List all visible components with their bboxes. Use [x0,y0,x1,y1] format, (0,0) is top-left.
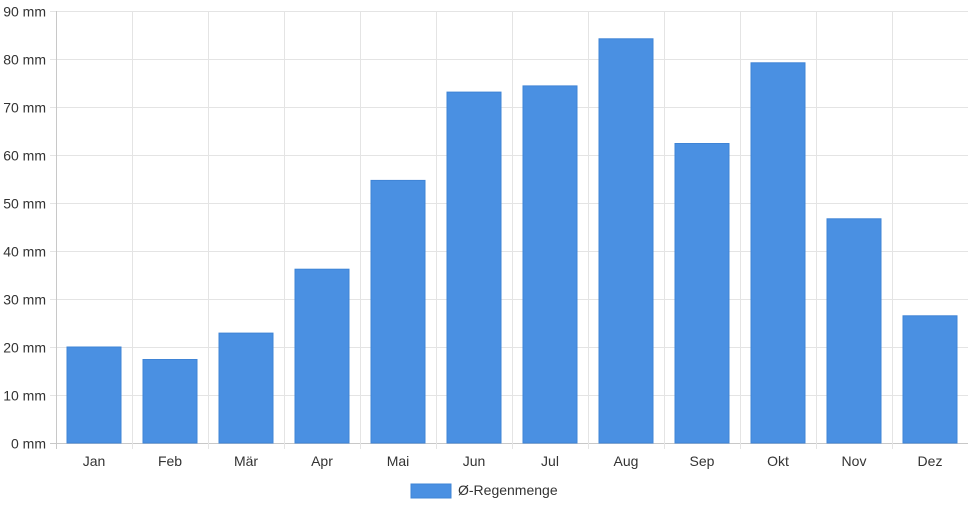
x-tick-label: Apr [311,453,333,469]
x-tick-label: Mär [234,453,258,469]
bar-jan[interactable] [66,346,122,444]
bar-apr[interactable] [294,268,350,444]
x-tick-label: Jan [83,453,106,469]
x-tick-label: Sep [690,453,715,469]
y-tick-label: 50 mm [3,196,46,212]
bar-sep[interactable] [674,143,730,444]
y-tick-label: 80 mm [3,52,46,68]
y-tick-label: 60 mm [3,148,46,164]
x-tick-label: Jul [541,453,559,469]
y-tick-label: 20 mm [3,340,46,356]
bar-dez[interactable] [902,315,958,444]
bar-mär[interactable] [218,332,274,444]
bar-mai[interactable] [370,179,426,444]
y-tick-label: 10 mm [3,388,46,404]
y-tick-label: 40 mm [3,244,46,260]
legend-label: Ø-Regenmenge [458,482,558,498]
bar-nov[interactable] [826,218,882,444]
x-tick-label: Dez [918,453,943,469]
x-tick-label: Okt [767,453,789,469]
x-tick-label: Aug [614,453,639,469]
y-tick-label: 30 mm [3,292,46,308]
x-tick-label: Mai [387,453,410,469]
y-tick-label: 90 mm [3,4,46,20]
bar-jun[interactable] [446,91,502,444]
bar-series [66,38,958,444]
bar-okt[interactable] [750,62,806,444]
y-tick-label: 0 mm [11,436,46,452]
x-tick-label: Nov [842,453,867,469]
bar-feb[interactable] [142,359,198,444]
grid-lines [50,11,968,449]
axes: 0 mm 10 mm 20 mm 30 mm 40 mm 50 mm 60 mm 70 mm 8… [3,4,942,470]
legend-swatch [410,483,452,499]
legend[interactable]: Ø-Regenmenge [410,482,558,499]
x-tick-label: Jun [463,453,486,469]
bar-aug[interactable] [598,38,654,444]
bar-jul[interactable] [522,85,578,444]
x-tick-label: Feb [158,453,182,469]
y-tick-label: 70 mm [3,100,46,116]
